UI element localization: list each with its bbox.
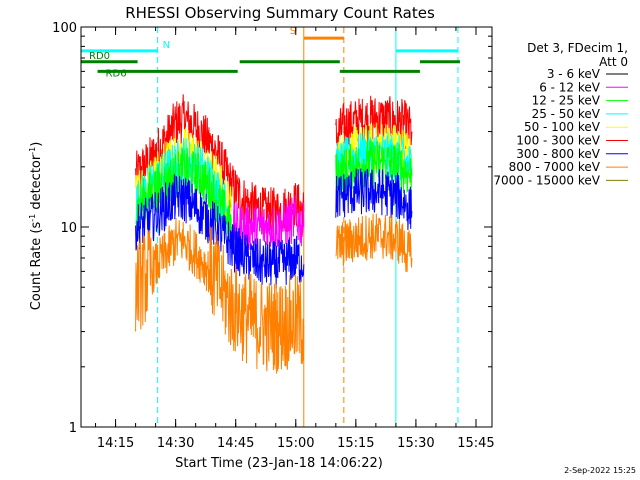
legend-label-5: 100 - 300 keV <box>516 134 600 148</box>
y-axis-label-end: ) <box>29 142 44 147</box>
series-6-segment-0 <box>135 218 305 374</box>
y-tick-label-1: 10 <box>60 221 77 236</box>
x-axis-label: Start Time (23-Jan-18 14:06:22) <box>175 456 383 471</box>
timestamp: 2-Sep-2022 15:25 <box>564 466 636 475</box>
legend-label-7: 800 - 7000 keV <box>509 160 601 174</box>
x-tick-label-4: 15:15 <box>337 436 374 451</box>
span-label-RD6: RD6 <box>106 68 127 79</box>
chart-title: RHESSI Observing Summary Count Rates <box>125 4 435 22</box>
x-tick-label-1: 14:30 <box>157 436 194 451</box>
legend-header-2: Att 0 <box>599 55 628 69</box>
legend-label-6: 300 - 800 keV <box>516 147 600 161</box>
y-axis-label: Count Rate (s-1 detector-1) <box>28 142 44 311</box>
series-0-segment-1 <box>335 95 413 153</box>
x-axis: 14:15 14:30 14:45 15:00 15:15 15:30 15:45 <box>95 27 495 451</box>
legend-label-8: 7000 - 15000 keV <box>493 173 600 187</box>
series-6-segment-1 <box>335 213 413 273</box>
series-3-segment-1 <box>335 139 413 198</box>
x-tick-label-5: 15:30 <box>397 436 434 451</box>
y-axis-label-sup: -1 <box>28 214 37 222</box>
legend-header-1: Det 3, FDecim 1, <box>527 41 628 55</box>
series-0-segment-0 <box>135 94 305 235</box>
span-label-RD0: RD0 <box>89 51 110 62</box>
y-axis-label-main: Count Rate (s <box>29 222 44 311</box>
y-axis: 1 10 100 <box>52 21 492 436</box>
series-5-segment-0 <box>135 174 305 289</box>
x-tick-label-0: 14:15 <box>97 436 134 451</box>
x-tick-label-6: 15:45 <box>457 436 494 451</box>
legend-label-1: 6 - 12 keV <box>539 80 601 94</box>
legend-label-0: 3 - 6 keV <box>547 67 601 81</box>
y-tick-label-0: 1 <box>69 421 77 436</box>
legend-label-4: 50 - 100 keV <box>524 120 601 134</box>
legend-label-3: 25 - 50 keV <box>532 107 601 121</box>
plot-area: N RD0 RD6 S <box>80 26 493 428</box>
legend-label-2: 12 - 25 keV <box>532 94 601 108</box>
y-axis-label-tail: detector <box>29 154 44 214</box>
y-tick-label-2: 100 <box>52 21 77 36</box>
span-label-N: N <box>163 40 170 51</box>
x-tick-label-2: 14:45 <box>217 436 254 451</box>
y-axis-label-sup2: -1 <box>28 147 37 155</box>
series-5-segment-1 <box>335 168 413 231</box>
x-tick-label-3: 15:00 <box>277 436 314 451</box>
span-label-S: S <box>290 26 296 37</box>
